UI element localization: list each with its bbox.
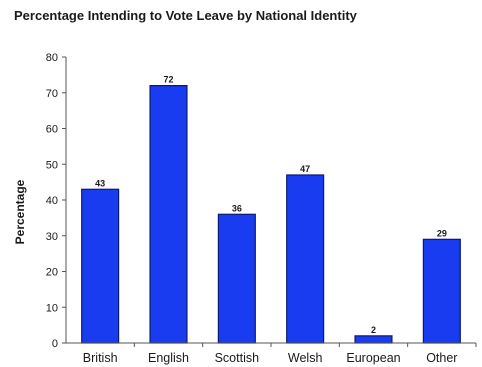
bar-welsh	[286, 174, 325, 344]
data-label-scottish: 36	[232, 203, 242, 213]
data-label-british: 43	[95, 178, 105, 188]
x-tick-label-european: European	[346, 351, 400, 365]
y-tick-label-0: 0	[52, 338, 58, 350]
data-label-european: 2	[371, 325, 376, 335]
y-axis-ticks: 0 10 20 30 40 50 60 70 80	[46, 52, 66, 350]
bar-european	[354, 335, 393, 344]
bar-english	[149, 84, 188, 344]
y-tick-label-50: 50	[46, 159, 58, 171]
y-tick-label-40: 40	[46, 195, 58, 207]
data-label-other: 29	[437, 228, 447, 238]
y-tick-label-10: 10	[46, 302, 58, 314]
bar-other	[422, 238, 461, 344]
bars	[81, 84, 461, 344]
y-tick-label-70: 70	[46, 88, 58, 100]
x-tick-label-english: English	[148, 351, 189, 365]
bar-british	[81, 188, 120, 344]
y-tick-label-30: 30	[46, 231, 58, 243]
y-tick-label-20: 20	[46, 267, 58, 279]
y-tick-label-80: 80	[46, 52, 58, 64]
y-axis-title: Percentage	[13, 179, 27, 244]
x-tick-label-welsh: Welsh	[288, 351, 323, 365]
chart-title: Percentage Intending to Vote Leave by Na…	[14, 8, 357, 23]
data-label-english: 72	[163, 75, 173, 85]
x-tick-label-other: Other	[426, 351, 457, 365]
data-labels: 43 72 36 47 2 29	[95, 75, 447, 335]
bar-scottish	[217, 213, 256, 344]
x-tick-label-british: British	[83, 351, 118, 365]
data-label-welsh: 47	[300, 164, 310, 174]
x-axis-ticks: British English Scottish Welsh European Other	[83, 343, 477, 365]
y-axis-title-group: Percentage	[13, 179, 27, 244]
y-tick-label-60: 60	[46, 124, 58, 136]
x-tick-label-scottish: Scottish	[215, 351, 260, 365]
